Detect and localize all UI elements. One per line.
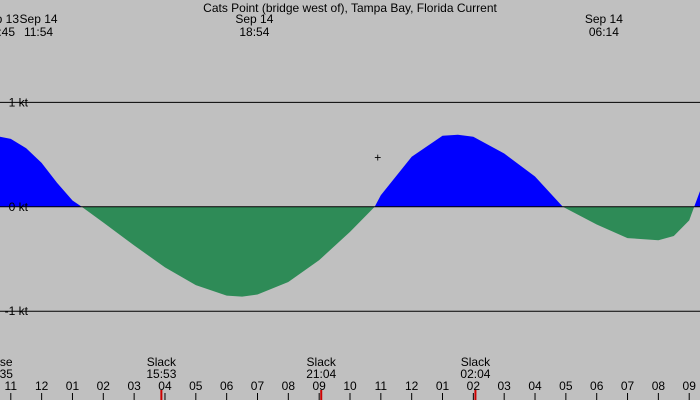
top-time-2: 11:54 [24, 25, 53, 39]
event-time-4: 21:04 [306, 367, 336, 381]
event-time-3: 15:53 [146, 367, 176, 381]
chart-title: Cats Point (bridge west of), Tampa Bay, … [203, 1, 497, 15]
top-date-2: Sep 14 [20, 12, 58, 26]
top-date-3: Sep 14 [235, 12, 273, 26]
current-fills [0, 134, 700, 297]
hour-label-13: 12 [405, 379, 419, 393]
top-time-3: 18:54 [239, 25, 269, 39]
hour-label-2: 01 [66, 379, 80, 393]
hour-label-16: 03 [498, 379, 512, 393]
speed-axis-labels: 1 kt 0 kt -1 kt [5, 95, 29, 318]
hour-label-14: 01 [436, 379, 450, 393]
speed-gridlines [0, 101, 700, 312]
top-date-1: Sep 14 [585, 12, 623, 26]
hour-label-1: 12 [35, 379, 49, 393]
event-time-0: 02:04 [460, 367, 490, 381]
hour-label-12: 11 [375, 379, 388, 393]
hour-label-11: 10 [343, 379, 357, 393]
hour-label-22: 09 [683, 379, 697, 393]
hour-label-18: 05 [559, 379, 573, 393]
hour-label-8: 07 [251, 379, 265, 393]
hour-label-19: 06 [590, 379, 604, 393]
flood-area-2 [374, 134, 563, 207]
hour-label-17: 04 [528, 379, 542, 393]
speed-label-0: 1 kt [9, 95, 29, 109]
hour-label-20: 07 [621, 379, 635, 393]
flood-area-0 [0, 136, 82, 207]
flood-area-4 [694, 191, 700, 207]
hour-label-0: 11 [5, 379, 18, 393]
top-time-1: 06:14 [589, 25, 619, 39]
event-label-4: Slack [307, 355, 337, 369]
hour-label-21: 08 [652, 379, 666, 393]
event-time-2: 10:35 [0, 367, 13, 381]
hour-label-15: 02 [467, 379, 481, 393]
event-label-2: Mrise [0, 355, 13, 369]
event-labels: Slack02:04Slack09:50Mrise10:35Slack15:53… [0, 355, 491, 400]
top-date-0: Sep 13 [0, 12, 19, 26]
hour-label-10: 09 [312, 379, 326, 393]
ebb-area-3 [562, 206, 695, 241]
hour-label-7: 06 [220, 379, 234, 393]
speed-label-1: 0 kt [9, 200, 29, 214]
current-marker: + [374, 151, 381, 165]
event-label-0: Slack [461, 355, 491, 369]
speed-label-2: -1 kt [5, 304, 29, 318]
event-label-3: Slack [147, 355, 177, 369]
hour-axis: 11 12 01 02 03 04 05 06 07 08 09 10 11 12 01 02 03 04 05 06… [5, 379, 697, 400]
hour-label-9: 08 [282, 379, 296, 393]
hour-label-3: 02 [97, 379, 111, 393]
ebb-area-1 [81, 206, 375, 297]
hour-label-6: 05 [189, 379, 203, 393]
hour-label-4: 03 [127, 379, 141, 393]
hour-label-5: 04 [158, 379, 172, 393]
current-marker-layer: + [374, 151, 381, 165]
top-time-0: 18:45 [0, 25, 15, 39]
